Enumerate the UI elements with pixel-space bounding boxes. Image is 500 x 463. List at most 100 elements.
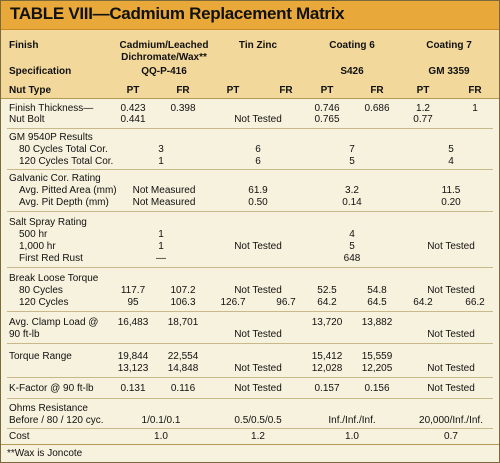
table-cell: 12,205 xyxy=(361,363,393,374)
clamp-load-label-2: 90 ft-lb xyxy=(9,329,40,340)
table-cell: 16,483 xyxy=(117,317,149,328)
table-cell: 5 xyxy=(448,144,454,155)
c3-pt-header: PT xyxy=(320,85,334,96)
torque-80-label: 80 Cycles xyxy=(19,285,63,296)
table-cell: 1.0 xyxy=(154,431,168,442)
nut-bolt-label: Nut Bolt xyxy=(9,114,45,125)
torque-range-label: Torque Range xyxy=(9,351,72,362)
c1-pt-header: PT xyxy=(126,85,140,96)
col-cadmium-header-1: Cadmium/Leached xyxy=(119,40,209,51)
salt-1000-label: 1,000 hr xyxy=(19,241,56,252)
table-cell: 1.2 xyxy=(251,431,265,442)
header-divider xyxy=(1,98,499,99)
c2-pt-header: PT xyxy=(226,85,240,96)
c4-pt-header: PT xyxy=(416,85,430,96)
table-cell: 0.116 xyxy=(170,383,196,394)
k-factor-label: K-Factor @ 90 ft-lb xyxy=(9,383,94,394)
col-coating6-header: Coating 6 xyxy=(329,40,375,51)
table-cell: 20,000/Inf./Inf. xyxy=(419,415,483,426)
table-cell: 117.7 xyxy=(120,285,146,296)
table-cell: 1 xyxy=(158,156,164,167)
table-cell: 0.5/0.5/0.5 xyxy=(234,415,282,426)
table-cell: 64.2 xyxy=(413,297,433,308)
row-divider xyxy=(7,311,493,312)
table-cell: 648 xyxy=(343,253,361,264)
table-cell: 3.2 xyxy=(345,185,359,196)
table-cell: Not Tested xyxy=(234,114,282,125)
table-cell: Not Tested xyxy=(234,363,282,374)
thickness-label: Finish Thickness— xyxy=(9,103,94,114)
table-cell: 0.686 xyxy=(364,103,390,114)
first-red-rust-label: First Red Rust xyxy=(19,253,83,264)
table-cell: Not Tested xyxy=(234,241,282,252)
table-cell: 4 xyxy=(349,229,355,240)
table-cell: Not Measured xyxy=(132,185,196,196)
table-cell: 0.7 xyxy=(444,431,458,442)
table-cell: 14,848 xyxy=(167,363,199,374)
table-cell: 1/0.1/0.1 xyxy=(141,415,181,426)
table-cell: 0.131 xyxy=(120,383,146,394)
table-cell: 15,412 xyxy=(311,351,343,362)
table-cell: 96.7 xyxy=(276,297,296,308)
table-cell: Not Tested xyxy=(427,285,475,296)
salt-500-label: 500 hr xyxy=(19,229,48,240)
table-cell: 19,844 xyxy=(117,351,149,362)
table-cell: Inf./Inf./Inf. xyxy=(328,415,376,426)
table-cell: 107.2 xyxy=(170,285,196,296)
table-cell: 0.14 xyxy=(342,197,362,208)
table-cell: 6 xyxy=(255,156,261,167)
table-cell: 15,559 xyxy=(361,351,393,362)
footer-divider xyxy=(1,444,499,445)
nut-type-label: Nut Type xyxy=(9,85,52,96)
table-cell: 61.9 xyxy=(248,185,268,196)
table-cell: 0.77 xyxy=(413,114,433,125)
table-cell: 0.157 xyxy=(314,383,340,394)
table-cell: Not Tested xyxy=(427,329,475,340)
table-cell: 13,720 xyxy=(311,317,343,328)
table-cell: Not Tested xyxy=(234,285,282,296)
table-cell: 66.2 xyxy=(465,297,485,308)
table-cell: 1.0 xyxy=(345,431,359,442)
c1-fr-header: FR xyxy=(176,85,190,96)
ohms-label-2: Before / 80 / 120 cyc. xyxy=(9,415,104,426)
table-cell: 0.20 xyxy=(441,197,461,208)
c4-fr-header: FR xyxy=(468,85,482,96)
row-divider xyxy=(7,398,493,399)
row-divider xyxy=(7,128,493,129)
row-divider xyxy=(7,377,493,378)
row-divider xyxy=(7,428,493,429)
pitted-area-label: Avg. Pitted Area (mm) xyxy=(19,185,117,196)
gm-results-label: GM 9540P Results xyxy=(9,132,93,143)
table-cell: 64.2 xyxy=(317,297,337,308)
ohms-label: Ohms Resistance xyxy=(9,403,88,414)
table-cell: 18,701 xyxy=(167,317,199,328)
table-cell: Not Tested xyxy=(427,383,475,394)
table-cell: 0.156 xyxy=(364,383,390,394)
row-divider xyxy=(7,267,493,268)
galvanic-label: Galvanic Cor. Rating xyxy=(9,173,101,184)
col-coating6-spec: S426 xyxy=(340,66,364,77)
col-tinzinc-header: Tin Zinc xyxy=(238,40,278,51)
salt-spray-label: Salt Spray Rating xyxy=(9,217,87,228)
table-cell: Not Tested xyxy=(234,383,282,394)
c2-fr-header: FR xyxy=(279,85,293,96)
torque-120-label: 120 Cycles xyxy=(19,297,69,308)
table-cell: 5 xyxy=(349,241,355,252)
row-divider xyxy=(7,343,493,344)
table-cell: 13,123 xyxy=(117,363,149,374)
table-title: TABLE VIII—Cadmium Replacement Matrix xyxy=(10,4,345,23)
table-cell: 0.746 xyxy=(314,103,340,114)
table-cell: 3 xyxy=(158,144,164,155)
column-header-band xyxy=(1,30,499,98)
gm-120-label: 120 Cycles Total Cor. xyxy=(19,156,114,167)
break-torque-label: Break Loose Torque xyxy=(9,273,99,284)
table-cell: 0.765 xyxy=(314,114,340,125)
table-cell: 7 xyxy=(349,144,355,155)
table-cell: 106.3 xyxy=(170,297,196,308)
col-coating7-spec: GM 3359 xyxy=(428,66,470,77)
table-cell: 11.5 xyxy=(441,185,461,196)
specification-label: Specification xyxy=(9,66,72,77)
row-divider xyxy=(7,211,493,212)
finish-label: Finish xyxy=(9,40,39,51)
table-cell: 1.2 xyxy=(416,103,430,114)
